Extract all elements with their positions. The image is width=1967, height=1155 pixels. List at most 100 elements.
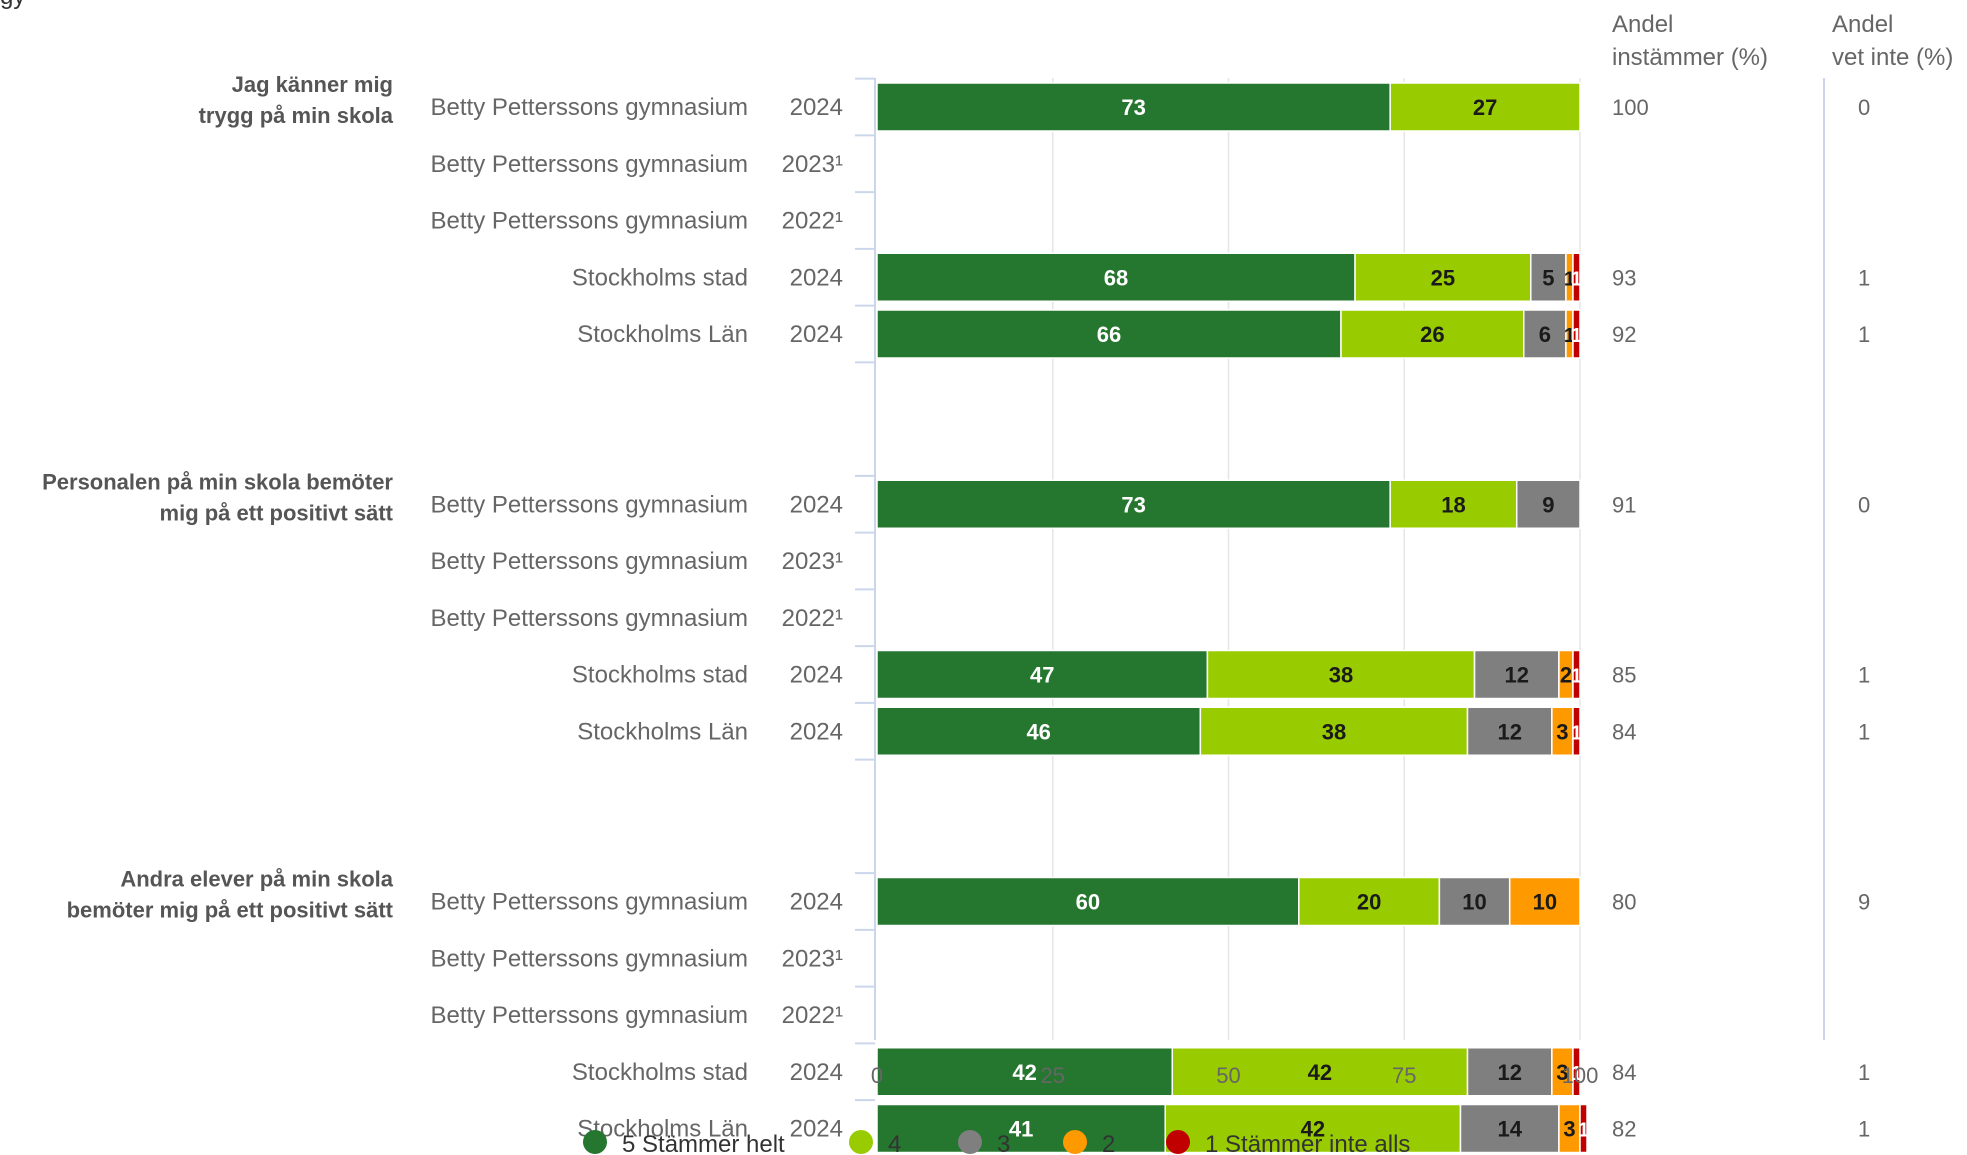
bar-value-label: 38 [1329, 663, 1353, 688]
legend-label: 4 [888, 1131, 901, 1155]
legend-marker-2 [1063, 1130, 1087, 1154]
row-year-label: 2024 [790, 662, 843, 689]
bar-segment-1 [1572, 1047, 1581, 1097]
x-tick-label: 100 [1562, 1063, 1599, 1088]
dont-know-value: 1 [1858, 719, 1870, 744]
bar-value-label: 3 [1556, 719, 1568, 744]
agree-value: 84 [1612, 1060, 1636, 1085]
legend-marker-1 [1166, 1130, 1190, 1154]
bar-value-label: 12 [1504, 663, 1528, 688]
dont-know-header-line-1: Andel [1832, 11, 1893, 38]
row-entity-label: Betty Petterssons gymnasium [431, 548, 748, 575]
row-year-label: 2023¹ [782, 548, 843, 575]
bar-value-label: 25 [1431, 265, 1455, 290]
dont-know-value: 9 [1858, 890, 1870, 915]
bar-segment-4 [1340, 309, 1525, 359]
bar-value-label: 2 [1560, 663, 1572, 688]
row-year-label: 2024 [790, 94, 843, 121]
group-labels: Jag känner mig trygg på min skola Personal… [42, 72, 394, 923]
agree-value: 100 [1612, 95, 1649, 120]
row-labels: Betty Petterssons gymnasium 2024 Betty Pet… [431, 94, 843, 1143]
bar-value-label: 1 [1571, 1063, 1582, 1085]
side-values: 100 0 93 1 92 1 91 0 85 1 84 1 80 9 84 1 82 1 [1612, 95, 1870, 1142]
agree-header-line-2: instämmer (%) [1612, 44, 1768, 71]
legend: 5 Stämmer helt 4 3 2 1 Stämmer inte alls [583, 1130, 1410, 1155]
bar-value-label: 42 [1301, 1117, 1325, 1142]
bar-segment-1 [1579, 1103, 1588, 1154]
bar-segment-4 [1164, 1103, 1462, 1154]
bar-value-label: 12 [1497, 1060, 1521, 1085]
bar-segment-5 [876, 1047, 1174, 1097]
group-label-line-1: Jag känner mig [232, 72, 393, 97]
bar-value-label: 1 [1571, 268, 1582, 290]
bar-value-label: 41 [1009, 1117, 1033, 1142]
group-label-line-2: mig på ett positivt sätt [160, 500, 394, 525]
bar-segment-5 [876, 252, 1356, 302]
bar-segment-4 [1199, 706, 1469, 756]
agree-value: 93 [1612, 265, 1636, 290]
agree-value: 91 [1612, 492, 1636, 517]
group-label-line-2: bemöter mig på ett positivt sätt [67, 898, 394, 923]
bar-segment-4 [1171, 1047, 1469, 1097]
bar-value-label: 14 [1497, 1117, 1522, 1142]
bar-value-label: 20 [1357, 890, 1381, 915]
row-entity-label: Betty Petterssons gymnasium [431, 491, 748, 518]
legend-label: 3 [997, 1131, 1010, 1155]
clipped-header-text: gy [0, 0, 25, 10]
bar-value-label: 38 [1322, 719, 1346, 744]
agree-value: 80 [1612, 890, 1636, 915]
bar-value-label: 42 [1012, 1060, 1036, 1085]
bar-value-label: 10 [1462, 890, 1486, 915]
bar-segment-3 [1473, 649, 1560, 700]
legend-label: 5 Stämmer helt [622, 1131, 785, 1155]
row-entity-label: Betty Petterssons gymnasium [431, 94, 748, 121]
legend-marker-3 [958, 1130, 982, 1154]
bar-segment-1 [1572, 649, 1581, 700]
row-year-label: 2024 [790, 264, 843, 291]
row-year-label: 2022¹ [782, 208, 843, 235]
row-entity-label: Stockholms stad [572, 1059, 748, 1086]
row-entity-label: Betty Petterssons gymnasium [431, 1002, 748, 1029]
bar-value-label: 10 [1533, 890, 1557, 915]
bar-segment-3 [1438, 876, 1511, 927]
x-tick-label: 0 [871, 1063, 883, 1088]
bar-value-label: 73 [1121, 95, 1145, 120]
y-axis [855, 77, 876, 1102]
legend-marker-4 [849, 1130, 873, 1154]
agree-column-header: Andel instämmer (%) [1612, 11, 1768, 71]
row-year-label: 2024 [790, 321, 843, 348]
x-tick-label: 50 [1216, 1063, 1240, 1088]
bar-value-label: 9 [1542, 492, 1554, 517]
bar-value-label: 12 [1497, 719, 1521, 744]
group-label-line-1: Personalen på min skola bemöter [42, 469, 393, 494]
bar-value-label: 47 [1030, 663, 1054, 688]
row-entity-label: Stockholms Län [577, 321, 748, 348]
bar-segment-5 [876, 309, 1342, 359]
row-year-label: 2023¹ [782, 945, 843, 972]
bar-value-label: 68 [1104, 265, 1128, 290]
row-year-label: 2023¹ [782, 151, 843, 178]
row-year-label: 2022¹ [782, 605, 843, 632]
bar-value-label: 60 [1076, 890, 1100, 915]
row-entity-label: Betty Petterssons gymnasium [431, 889, 748, 916]
row-entity-label: Stockholms stad [572, 264, 748, 291]
group-label-line-1: Andra elever på min skola [120, 867, 393, 892]
bar-segment-5 [876, 649, 1209, 700]
x-tick-label: 75 [1392, 1063, 1416, 1088]
bar-segment-3 [1466, 1047, 1553, 1097]
dont-know-value: 0 [1858, 492, 1870, 517]
bar-value-label: 66 [1097, 322, 1121, 347]
dont-know-value: 1 [1858, 1117, 1870, 1142]
bar-value-label: 18 [1441, 492, 1465, 517]
bar-segment-1 [1572, 309, 1581, 359]
x-axis-ticks: 0 25 50 75 100 [871, 1063, 1598, 1088]
bar-segment-1 [1572, 706, 1581, 756]
bar-segment-3 [1466, 706, 1553, 756]
dont-know-value: 1 [1858, 322, 1870, 347]
bar-value-label: 5 [1542, 265, 1554, 290]
agree-header-line-1: Andel [1612, 11, 1673, 38]
bar-value-label: 42 [1308, 1060, 1332, 1085]
dont-know-column-header: Andel vet inte (%) [1832, 11, 1953, 71]
row-entity-label: Betty Petterssons gymnasium [431, 945, 748, 972]
row-year-label: 2024 [790, 491, 843, 518]
